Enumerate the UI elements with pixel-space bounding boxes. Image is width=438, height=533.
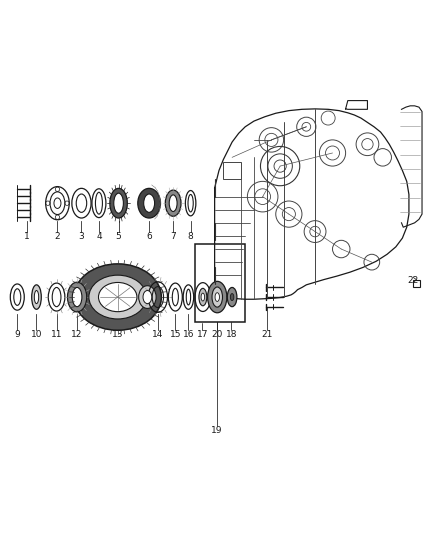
Ellipse shape xyxy=(138,188,160,218)
Bar xyxy=(413,280,420,287)
Text: 10: 10 xyxy=(31,330,42,338)
Ellipse shape xyxy=(67,282,87,312)
Ellipse shape xyxy=(215,293,219,302)
Ellipse shape xyxy=(144,194,155,212)
Ellipse shape xyxy=(72,287,82,306)
Ellipse shape xyxy=(230,294,234,301)
Ellipse shape xyxy=(110,188,127,218)
Ellipse shape xyxy=(139,286,156,309)
Text: 3: 3 xyxy=(78,232,85,241)
Ellipse shape xyxy=(99,282,137,312)
Ellipse shape xyxy=(199,288,207,306)
Text: 14: 14 xyxy=(152,330,163,338)
Ellipse shape xyxy=(143,290,152,304)
Text: 22: 22 xyxy=(408,276,419,285)
Text: 16: 16 xyxy=(183,330,194,338)
Text: 1: 1 xyxy=(24,232,30,241)
Ellipse shape xyxy=(208,281,227,313)
Text: 13: 13 xyxy=(112,330,124,338)
Ellipse shape xyxy=(165,190,181,216)
Text: 12: 12 xyxy=(71,330,83,338)
Text: 6: 6 xyxy=(146,232,152,241)
Bar xyxy=(195,244,245,322)
Ellipse shape xyxy=(34,290,39,304)
Text: 11: 11 xyxy=(51,330,62,338)
Text: 17: 17 xyxy=(197,330,208,338)
Text: 19: 19 xyxy=(211,426,223,435)
Text: 4: 4 xyxy=(96,232,102,241)
Ellipse shape xyxy=(89,275,147,319)
Ellipse shape xyxy=(212,287,223,307)
Ellipse shape xyxy=(169,195,177,212)
Text: 18: 18 xyxy=(226,330,237,338)
Text: 5: 5 xyxy=(116,232,121,241)
Ellipse shape xyxy=(201,293,205,301)
Text: 7: 7 xyxy=(170,232,176,241)
Text: 2: 2 xyxy=(55,232,60,241)
Text: 21: 21 xyxy=(261,330,273,338)
Bar xyxy=(223,161,241,179)
Ellipse shape xyxy=(227,287,237,306)
Text: 15: 15 xyxy=(170,330,181,338)
Text: 9: 9 xyxy=(14,330,20,338)
Text: 8: 8 xyxy=(188,232,194,241)
Text: 20: 20 xyxy=(211,330,223,338)
Ellipse shape xyxy=(74,264,161,330)
Ellipse shape xyxy=(114,193,124,213)
Ellipse shape xyxy=(32,285,41,309)
